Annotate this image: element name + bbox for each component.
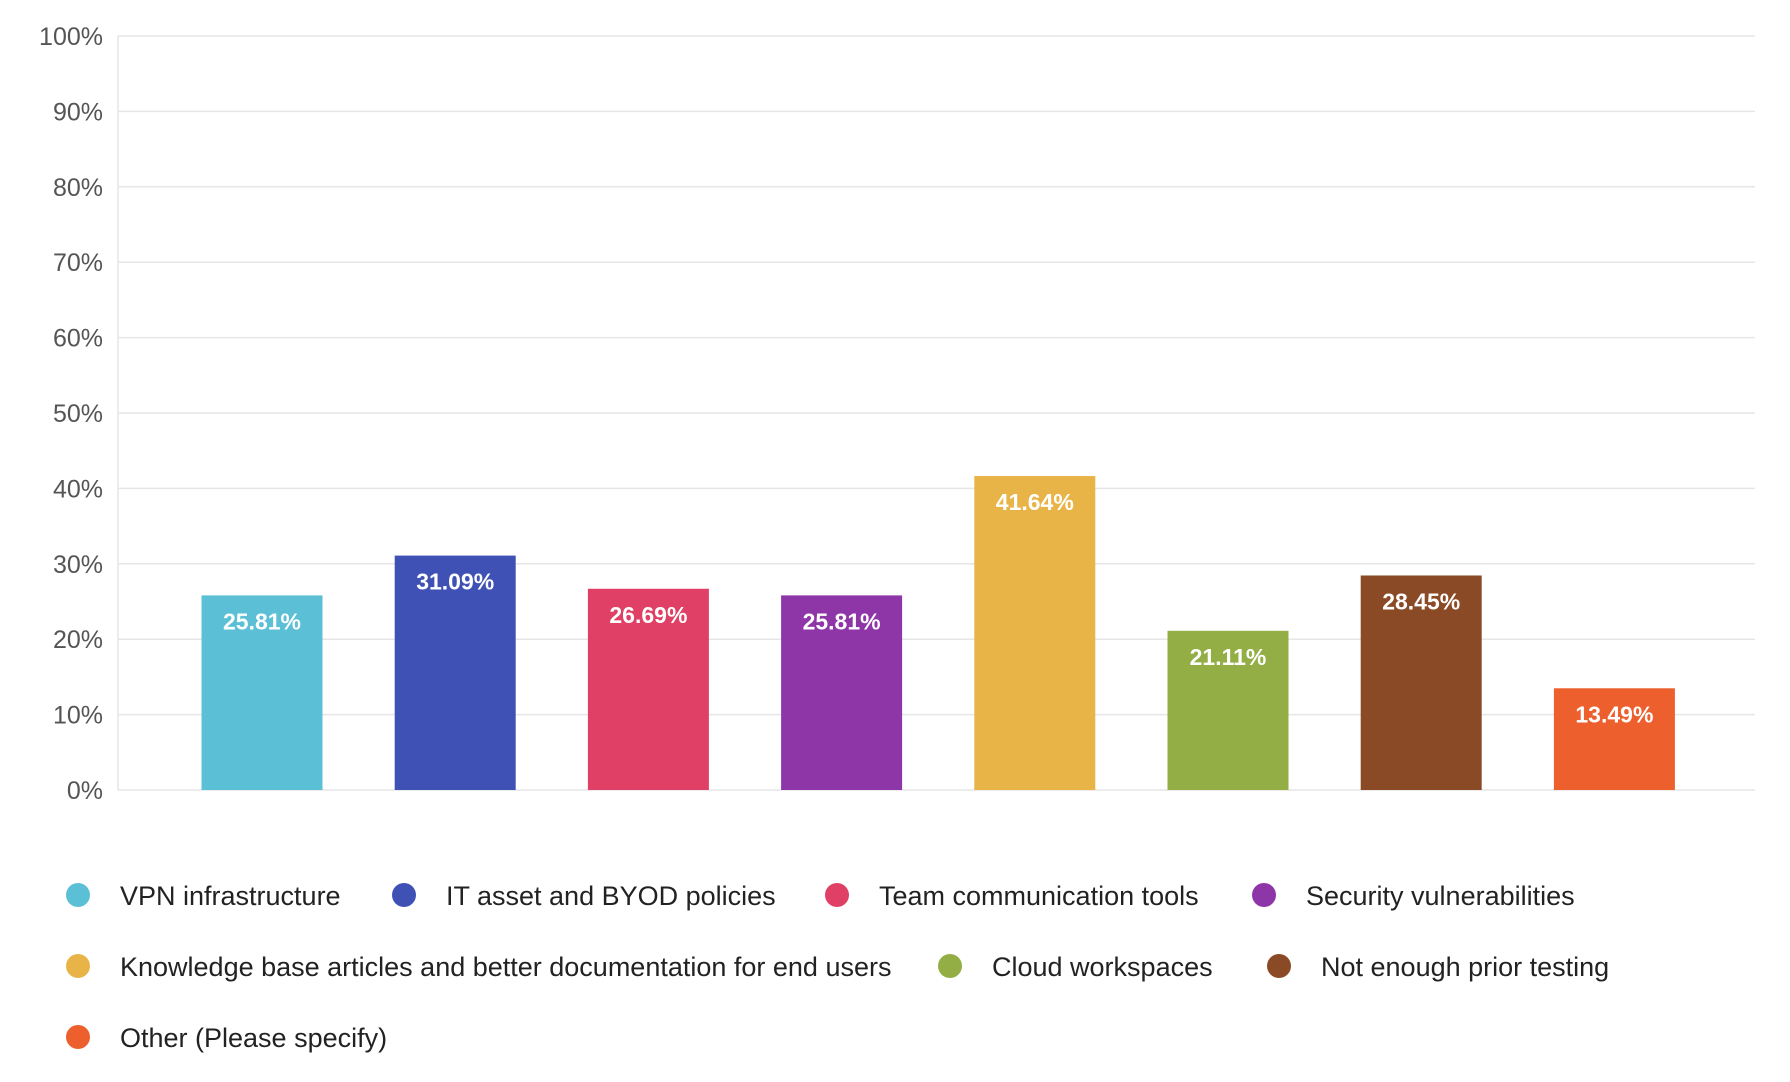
data-label: 21.11% bbox=[1190, 644, 1267, 670]
legend-label: Security vulnerabilities bbox=[1306, 881, 1575, 911]
legend-label: IT asset and BYOD policies bbox=[446, 881, 776, 911]
legend: VPN infrastructure IT asset and BYOD poli… bbox=[66, 881, 1609, 1053]
legend-swatch bbox=[392, 883, 416, 907]
y-tick-label: 10% bbox=[53, 702, 103, 730]
legend-swatch bbox=[825, 883, 849, 907]
y-axis-ticks: 0% 10% 20% 30% 40% 50% 60% 70% 80% 90% 100% bbox=[39, 23, 103, 805]
data-label: 41.64% bbox=[996, 489, 1074, 515]
legend-item[interactable]: Not enough prior testing bbox=[1267, 952, 1609, 982]
legend-item[interactable]: Team communication tools bbox=[825, 881, 1199, 911]
legend-swatch bbox=[66, 1025, 90, 1049]
legend-swatch bbox=[1267, 954, 1291, 978]
y-tick-label: 40% bbox=[53, 475, 103, 503]
legend-item[interactable]: Other (Please specify) bbox=[66, 1023, 387, 1053]
legend-item[interactable]: Cloud workspaces bbox=[938, 952, 1213, 982]
bar[interactable] bbox=[587, 588, 709, 790]
legend-label: Team communication tools bbox=[879, 881, 1199, 911]
bars bbox=[201, 476, 1675, 790]
bar[interactable] bbox=[201, 595, 323, 790]
legend-item[interactable]: Security vulnerabilities bbox=[1252, 881, 1575, 911]
legend-swatch bbox=[1252, 883, 1276, 907]
legend-item[interactable]: VPN infrastructure bbox=[66, 881, 341, 911]
data-label: 25.81% bbox=[223, 608, 301, 634]
data-label: 31.09% bbox=[416, 569, 494, 595]
bar[interactable] bbox=[1167, 630, 1289, 790]
legend-item[interactable]: Knowledge base articles and better docum… bbox=[66, 952, 891, 982]
bar[interactable] bbox=[1553, 688, 1675, 790]
data-labels: 25.81% 31.09% 26.69% 25.81% 41.64% 21.11% 28.4… bbox=[223, 489, 1653, 727]
data-label: 26.69% bbox=[609, 602, 687, 628]
y-tick-label: 70% bbox=[53, 249, 103, 277]
gridlines bbox=[117, 35, 1755, 791]
bar[interactable] bbox=[394, 555, 516, 790]
y-tick-label: 100% bbox=[39, 23, 103, 51]
data-label: 28.45% bbox=[1382, 588, 1460, 614]
legend-swatch bbox=[66, 954, 90, 978]
y-tick-label: 90% bbox=[53, 98, 103, 126]
legend-item[interactable]: IT asset and BYOD policies bbox=[392, 881, 776, 911]
bar[interactable] bbox=[781, 595, 903, 790]
legend-label: Other (Please specify) bbox=[120, 1023, 387, 1053]
y-tick-label: 0% bbox=[67, 777, 103, 805]
y-tick-label: 60% bbox=[53, 325, 103, 353]
legend-swatch bbox=[66, 883, 90, 907]
data-label: 25.81% bbox=[803, 608, 881, 634]
legend-label: VPN infrastructure bbox=[120, 881, 341, 911]
y-tick-label: 50% bbox=[53, 400, 103, 428]
y-tick-label: 80% bbox=[53, 174, 103, 202]
bar[interactable] bbox=[1360, 575, 1482, 790]
data-label: 13.49% bbox=[1575, 701, 1653, 727]
y-tick-label: 20% bbox=[53, 626, 103, 654]
legend-label: Not enough prior testing bbox=[1321, 952, 1609, 982]
legend-label: Knowledge base articles and better docum… bbox=[120, 952, 891, 982]
legend-swatch bbox=[938, 954, 962, 978]
bar[interactable] bbox=[974, 476, 1096, 790]
legend-label: Cloud workspaces bbox=[992, 952, 1213, 982]
y-tick-label: 30% bbox=[53, 551, 103, 579]
